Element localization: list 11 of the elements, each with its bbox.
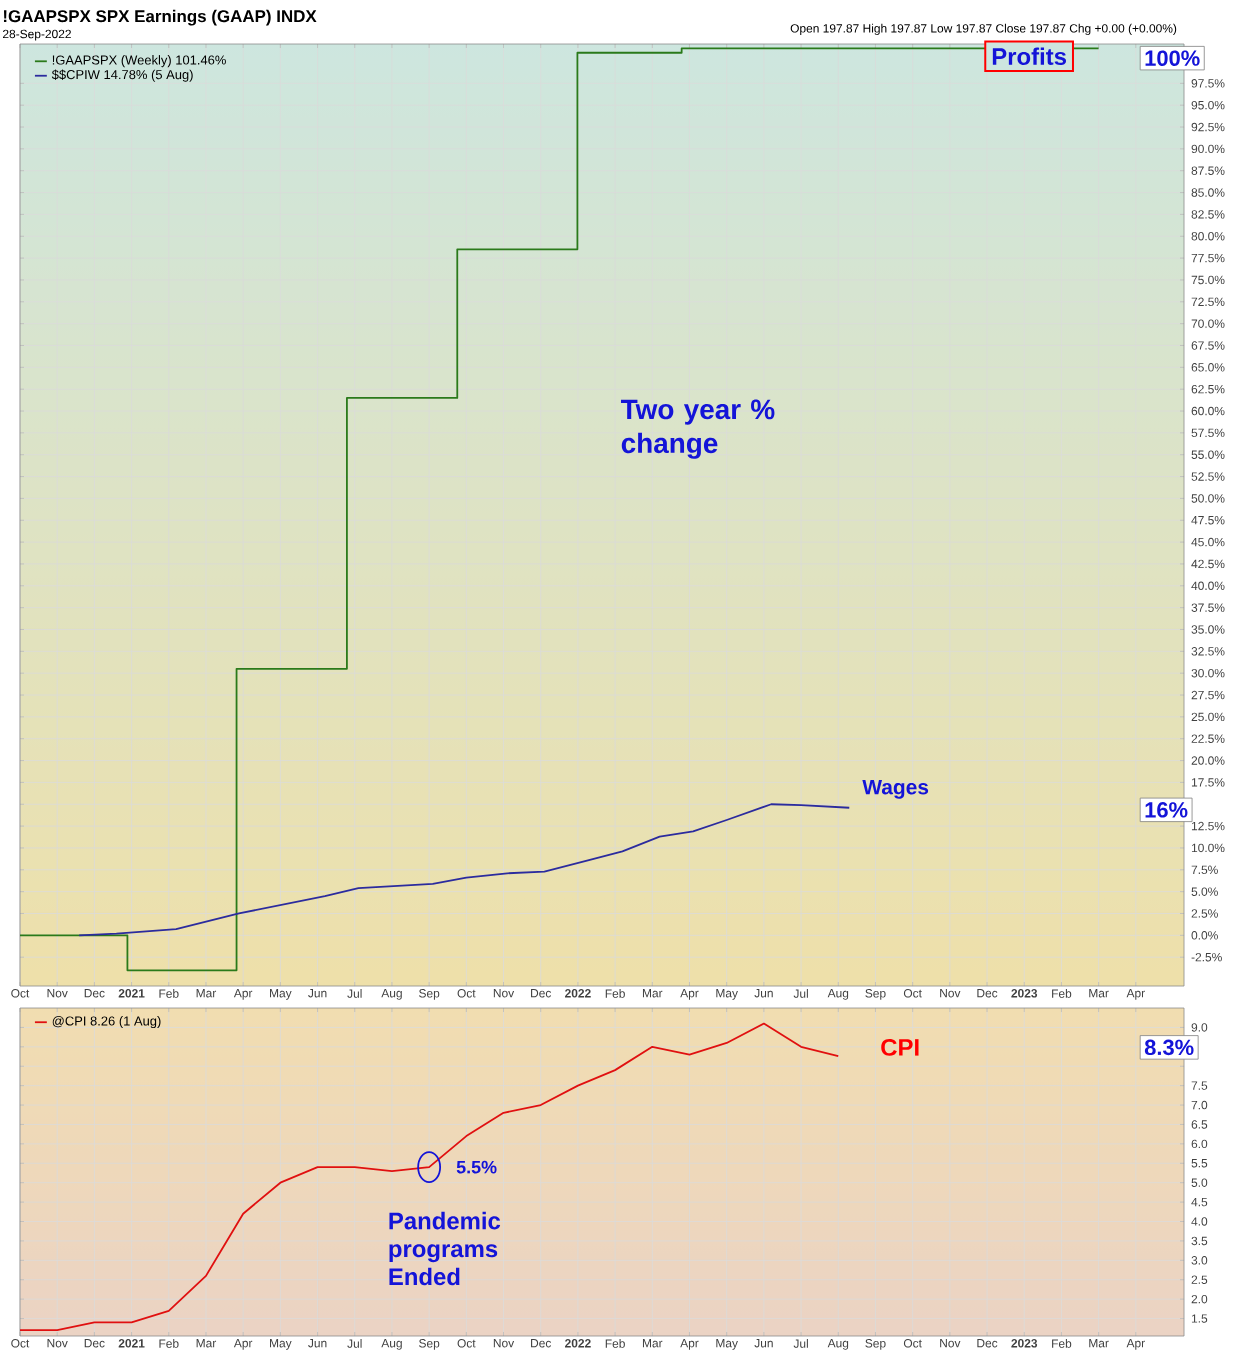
annotation: Profits [992, 47, 1067, 65]
annotation: 8.3% [1144, 1039, 1194, 1056]
annotation: Two year % change [620, 399, 775, 459]
annotation: 100% [1145, 50, 1200, 66]
chart-title: !GAAPSPX SPX Earnings (GAAP) INDX [3, 9, 317, 26]
annotation: 5.5% [456, 1160, 497, 1174]
annotation: Pandemic programs Ended [389, 1211, 501, 1286]
annotation: CPI [881, 1038, 919, 1056]
annotation: 16% [1145, 802, 1188, 818]
annotation: Wages [862, 779, 929, 799]
line-series [78, 803, 851, 937]
